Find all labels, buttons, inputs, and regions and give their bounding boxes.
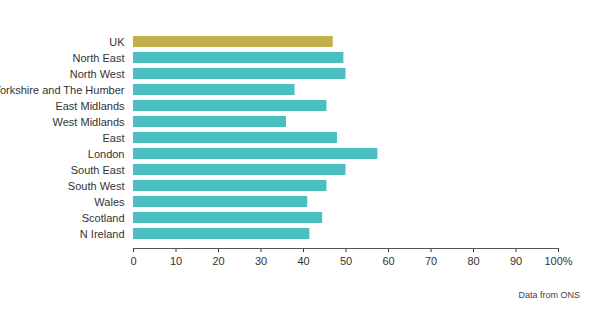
svg-text:80: 80 (467, 255, 479, 267)
svg-text:South West: South West (68, 180, 125, 192)
svg-text:10: 10 (170, 255, 182, 267)
svg-text:South East: South East (71, 164, 125, 176)
svg-text:N Ireland: N Ireland (80, 228, 125, 240)
svg-text:70: 70 (425, 255, 437, 267)
svg-text:London: London (88, 148, 125, 160)
svg-text:0: 0 (130, 255, 136, 267)
svg-text:50: 50 (340, 255, 352, 267)
svg-text:North East: North East (73, 52, 125, 64)
svg-text:Scotland: Scotland (82, 212, 125, 224)
svg-text:90: 90 (510, 255, 522, 267)
svg-text:Wales: Wales (94, 196, 125, 208)
svg-text:East Midlands: East Midlands (55, 100, 125, 112)
svg-text:Yorkshire and The Humber: Yorkshire and The Humber (0, 84, 125, 96)
html-text:Data from ONS: Data from ONS (518, 290, 580, 300)
svg-text:60: 60 (382, 255, 394, 267)
svg-text:North West: North West (70, 68, 125, 80)
svg-text:20: 20 (212, 255, 224, 267)
svg-text:East: East (102, 132, 124, 144)
svg-text:West Midlands: West Midlands (53, 116, 125, 128)
svg-text:30: 30 (255, 255, 267, 267)
svg-text:100%: 100% (544, 255, 572, 267)
svg-text:UK: UK (109, 36, 125, 48)
svg-text:40: 40 (297, 255, 309, 267)
